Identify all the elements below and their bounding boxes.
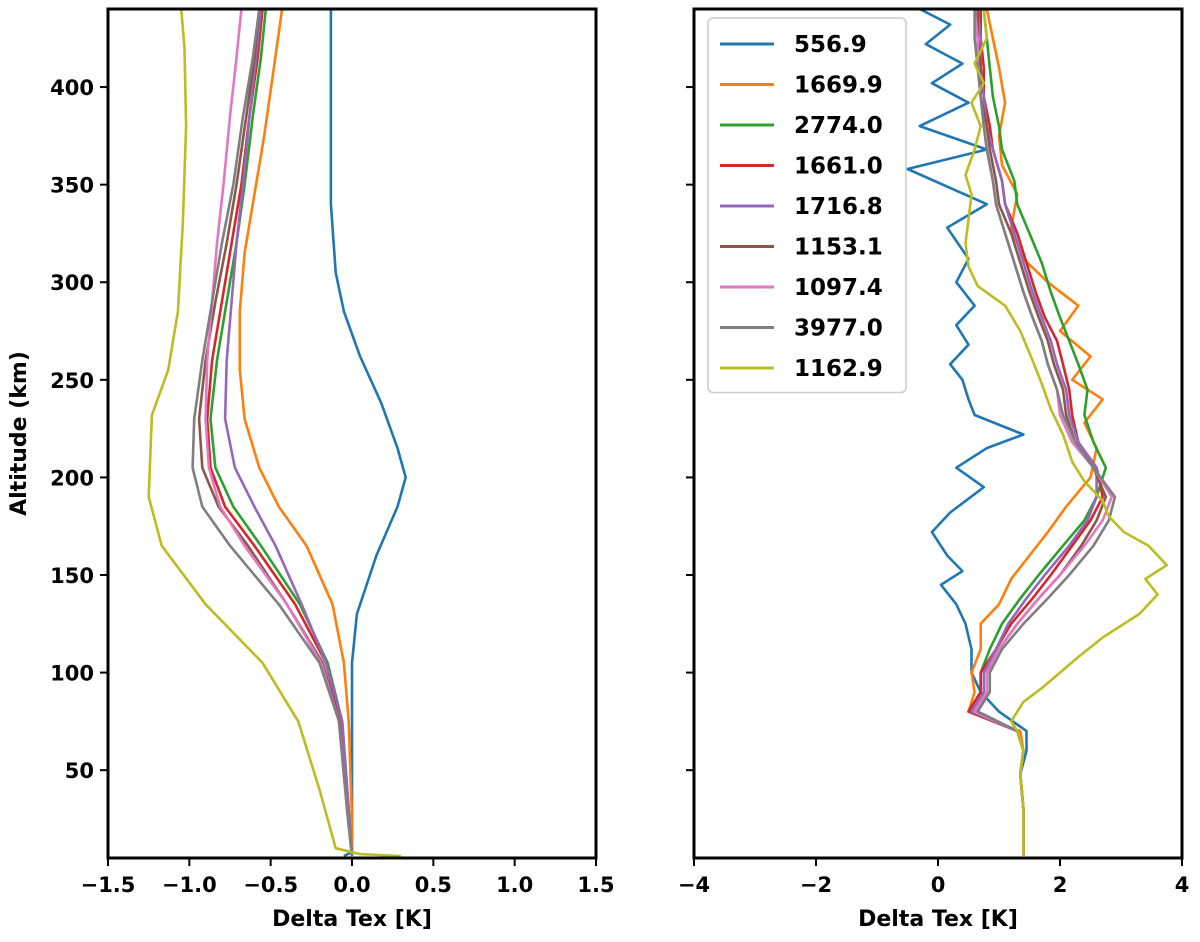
legend: 556.9 1669.9 2774.0 1661.0 1716.8 1153.1 1097.… xyxy=(707,17,907,394)
legend-label: 1097.4 xyxy=(794,275,883,301)
y-tick-label: 150 xyxy=(50,564,94,588)
series-line-1716.8 xyxy=(223,9,354,857)
x-tick-label: −0.5 xyxy=(243,873,298,897)
series-line-1162.9 xyxy=(964,9,1169,856)
x-tick-label: 1.5 xyxy=(577,873,614,897)
legend-label: 1162.9 xyxy=(794,356,883,382)
y-tick-label: 300 xyxy=(50,271,94,295)
legend-box xyxy=(707,17,907,394)
legend-label: 2774.0 xyxy=(794,113,883,139)
x-tick-label: 4 xyxy=(1175,873,1190,897)
series-line-556.9 xyxy=(329,9,407,858)
series-line-1153.1 xyxy=(197,9,354,857)
legend-label: 556.9 xyxy=(794,32,867,58)
series-line-1162.9 xyxy=(147,9,401,858)
y-axis-label: Altitude (km) xyxy=(7,351,32,516)
series-group xyxy=(147,9,407,858)
series-line-3977.0 xyxy=(973,9,1117,856)
x-axis-label: Delta Tex [K] xyxy=(272,907,432,932)
left-panel: −1.5 −1.0 −0.5 0.0 0.5 1.0 1.5 50 100 150 200 250 30… xyxy=(7,7,615,932)
x-axis-label: Delta Tex [K] xyxy=(858,907,1018,932)
legend-label: 1716.8 xyxy=(794,194,883,220)
y-tick-label: 200 xyxy=(50,466,94,490)
x-tick-label: 2 xyxy=(1053,873,1068,897)
series-line-1716.8 xyxy=(970,9,1098,856)
x-tick-label: 0.5 xyxy=(415,873,452,897)
series-line-556.9 xyxy=(906,9,1028,856)
x-tick-label: −2 xyxy=(800,873,832,897)
y-tick-label: 400 xyxy=(50,76,94,100)
y-tick-label: 350 xyxy=(50,174,94,198)
legend-label: 3977.0 xyxy=(794,316,883,342)
legend-label: 1661.0 xyxy=(794,154,883,180)
y-tick-label: 50 xyxy=(65,759,94,783)
x-tick-label: −4 xyxy=(678,873,710,897)
x-tick-label: −1.5 xyxy=(81,873,136,897)
x-tick-label: 0.0 xyxy=(333,873,370,897)
series-line-3977.0 xyxy=(191,9,354,857)
legend-label: 1669.9 xyxy=(794,73,883,99)
legend-label: 1153.1 xyxy=(794,235,883,261)
series-line-1669.9 xyxy=(238,9,354,856)
y-tick-label: 100 xyxy=(50,662,94,686)
right-panel: −4 −2 0 2 4 Delta Tex [K] 556.9 1669.9 2774.0 166… xyxy=(678,7,1190,932)
x-tick-label: 1.0 xyxy=(496,873,533,897)
series-group xyxy=(906,9,1169,856)
series-line-1153.1 xyxy=(976,9,1108,856)
y-tick-label: 250 xyxy=(50,369,94,393)
x-tick-label: −1.0 xyxy=(162,873,217,897)
x-tick-label: 0 xyxy=(931,873,946,897)
